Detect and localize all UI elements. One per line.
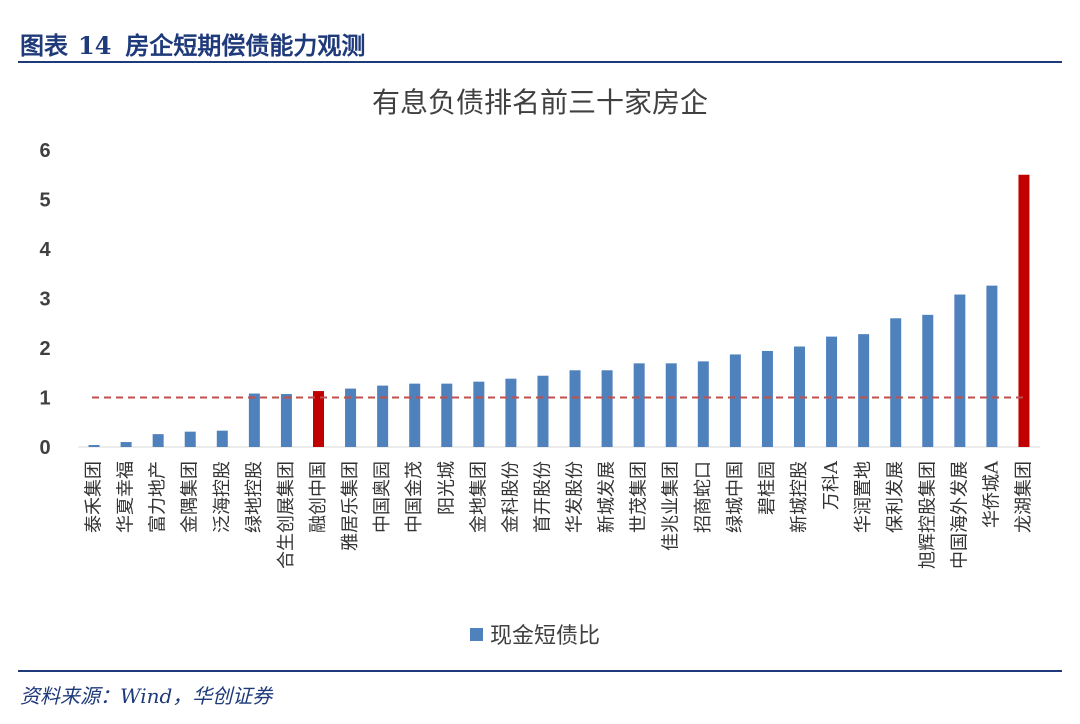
figure-title: 图表 14 房企短期偿债能力观测 — [20, 26, 365, 61]
figure-caption: 房企短期偿债能力观测 — [125, 31, 366, 60]
y-tick-label: 2 — [39, 338, 50, 360]
x-tick-label: 金地集团 — [468, 461, 489, 533]
bar — [248, 393, 260, 447]
x-tick-label: 融创中国 — [308, 461, 329, 533]
bar — [986, 285, 998, 447]
x-tick-label: 新城发展 — [597, 461, 618, 533]
legend-swatch — [470, 628, 483, 641]
bar — [216, 430, 228, 447]
source-note: 资料来源：Wind，华创证券 — [20, 684, 273, 708]
x-tick-label: 中国海外发展 — [949, 461, 970, 569]
x-tick-label: 富力地产 — [148, 461, 169, 533]
bar — [409, 383, 421, 447]
x-tick-label: 首开股份 — [532, 461, 553, 533]
bar — [441, 383, 453, 447]
y-tick-label: 1 — [39, 388, 50, 410]
bar — [313, 391, 324, 447]
bar — [890, 318, 902, 447]
top-divider — [18, 61, 1062, 63]
figure-number: 14 — [78, 31, 112, 60]
x-tick-label: 华润置地 — [853, 461, 874, 533]
bar — [858, 334, 870, 447]
bar — [954, 294, 966, 447]
x-tick-label: 雅居乐集团 — [340, 461, 361, 551]
x-tick-label: 旭辉控股集团 — [917, 461, 938, 569]
bar — [152, 434, 164, 447]
bar — [120, 442, 132, 447]
bar — [826, 336, 838, 447]
bar — [345, 388, 357, 447]
legend-label: 现金短债比 — [490, 624, 600, 649]
x-tick-label: 金科股份 — [500, 461, 521, 533]
bar — [922, 314, 934, 447]
x-tick-label: 泛海控股 — [212, 461, 233, 533]
y-tick-label: 3 — [39, 289, 50, 311]
x-tick-label: 金隅集团 — [180, 461, 201, 533]
x-tick-label: 华侨城A — [981, 460, 1002, 528]
y-tick-label: 6 — [39, 140, 50, 162]
bar — [537, 375, 549, 447]
y-tick-label: 4 — [39, 239, 51, 261]
bar — [184, 431, 196, 447]
x-tick-label: 招商蛇口 — [693, 461, 714, 533]
bar — [665, 363, 677, 447]
y-tick-label: 0 — [39, 437, 50, 459]
x-tick-label: 绿城中国 — [725, 461, 746, 533]
x-tick-label: 碧桂园 — [757, 461, 778, 515]
x-tick-label: 龙湖集团 — [1013, 461, 1034, 533]
bar — [473, 381, 485, 447]
figure-label: 图表 — [20, 31, 68, 60]
bar — [633, 363, 645, 447]
bar — [697, 361, 709, 447]
bar — [794, 346, 805, 447]
chart-title: 有息负债排名前三十家房企 — [372, 86, 708, 119]
bar — [729, 354, 741, 447]
x-tick-label: 佳兆业集团 — [661, 461, 682, 551]
x-tick-label: 阳光城 — [436, 461, 457, 515]
x-tick-label: 泰禾集团 — [84, 461, 105, 533]
x-tick-label: 绿地控股 — [244, 461, 265, 533]
bar — [601, 370, 613, 447]
y-tick-label: 5 — [39, 190, 50, 212]
x-tick-label: 新城控股 — [789, 461, 810, 533]
x-tick-label: 中国奥园 — [372, 461, 393, 533]
bar — [569, 370, 581, 447]
x-tick-label: 世茂集团 — [629, 461, 650, 533]
bar — [761, 350, 773, 447]
x-tick-label: 中国金茂 — [404, 461, 425, 533]
x-tick-label: 华发股份 — [565, 461, 586, 533]
bar — [1018, 174, 1030, 447]
bar — [280, 394, 292, 447]
bar — [505, 378, 517, 447]
bottom-divider — [18, 670, 1062, 672]
x-tick-label: 合生创展集团 — [276, 461, 297, 569]
x-tick-label: 万科A — [821, 460, 842, 510]
bar — [377, 385, 389, 447]
bar — [88, 445, 100, 447]
x-tick-label: 保利发展 — [885, 461, 906, 533]
x-tick-label: 华夏幸福 — [116, 461, 137, 533]
